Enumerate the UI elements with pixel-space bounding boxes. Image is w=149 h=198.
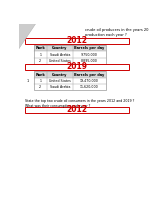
Bar xyxy=(34,51,106,58)
Text: Rank: Rank xyxy=(35,46,45,50)
Text: Rank: Rank xyxy=(35,73,45,77)
Text: 1: 1 xyxy=(39,79,41,83)
Text: 2: 2 xyxy=(39,85,41,89)
Text: United States: United States xyxy=(49,59,71,63)
Text: State the top two crude oil consumers in the years 2012 and 2019 ?
What was thei: State the top two crude oil consumers in… xyxy=(25,99,134,108)
Text: 1: 1 xyxy=(39,52,41,57)
Text: Saudi Arabia: Saudi Arabia xyxy=(49,85,70,89)
Text: 2012: 2012 xyxy=(67,36,88,45)
Bar xyxy=(25,107,129,113)
Bar xyxy=(25,38,129,44)
Text: Country: Country xyxy=(52,73,67,77)
Text: 8,895,000: 8,895,000 xyxy=(81,59,98,63)
Bar xyxy=(25,64,129,70)
Text: 19,470,000: 19,470,000 xyxy=(80,79,99,83)
Text: 9,750,000: 9,750,000 xyxy=(81,52,98,57)
Bar xyxy=(34,71,106,78)
Text: 2012: 2012 xyxy=(67,106,88,114)
Text: United States: United States xyxy=(49,79,71,83)
Text: Saudi Arabia: Saudi Arabia xyxy=(49,52,70,57)
Bar xyxy=(34,78,106,84)
Bar xyxy=(34,71,106,90)
Text: 2019: 2019 xyxy=(67,62,88,71)
Text: crude oil producers in the years 2012 and 2019 ?
production each year ?: crude oil producers in the years 2012 an… xyxy=(85,28,149,37)
Bar xyxy=(34,45,106,51)
Text: 11,620,000: 11,620,000 xyxy=(80,85,99,89)
Text: Barrels per day: Barrels per day xyxy=(74,73,105,77)
Text: Country: Country xyxy=(52,46,67,50)
Text: Barrels per day: Barrels per day xyxy=(74,46,105,50)
Bar xyxy=(34,84,106,90)
Bar xyxy=(34,58,106,64)
Bar xyxy=(34,45,106,64)
Text: 2: 2 xyxy=(39,59,41,63)
Text: 1.: 1. xyxy=(27,79,30,83)
Polygon shape xyxy=(19,24,36,49)
